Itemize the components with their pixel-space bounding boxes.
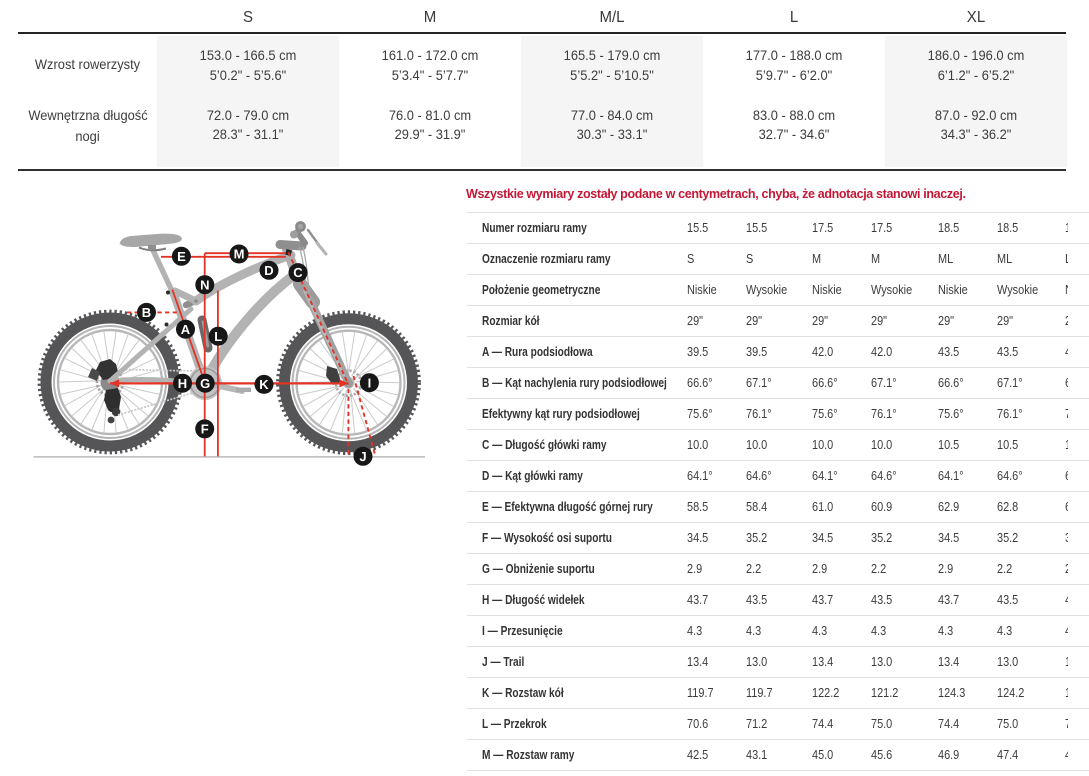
svg-text:B: B	[142, 305, 151, 320]
svg-text:F: F	[201, 422, 209, 437]
svg-text:M: M	[234, 247, 245, 262]
svg-text:D: D	[264, 263, 273, 278]
svg-text:H: H	[178, 376, 187, 391]
svg-text:J: J	[359, 449, 366, 464]
svg-text:K: K	[259, 377, 269, 392]
svg-text:N: N	[200, 277, 209, 292]
svg-text:G: G	[200, 376, 210, 391]
svg-text:C: C	[293, 265, 303, 280]
svg-text:I: I	[368, 375, 372, 390]
svg-text:E: E	[177, 249, 186, 264]
svg-text:A: A	[181, 322, 191, 337]
svg-text:L: L	[214, 329, 222, 344]
